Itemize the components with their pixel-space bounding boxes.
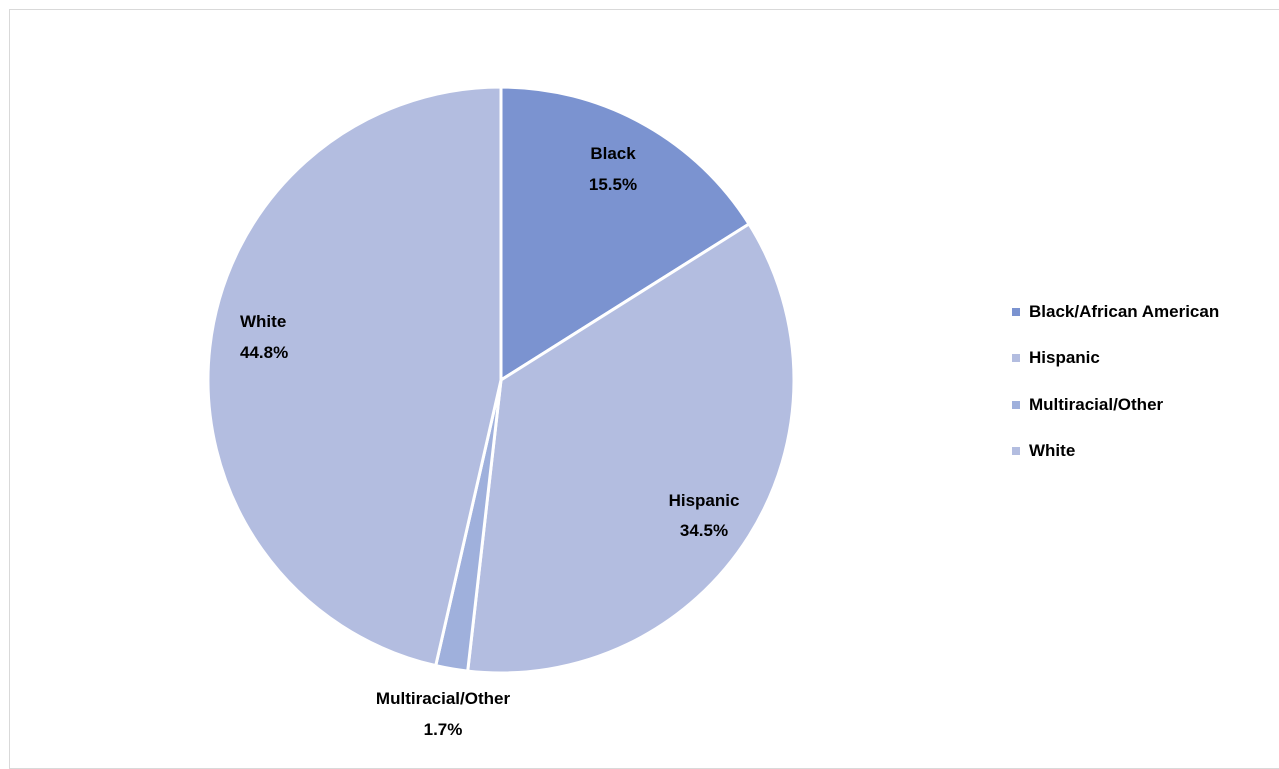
- legend-item-black-african-american: Black/African American: [1012, 300, 1219, 323]
- pie-slices: [206, 85, 796, 675]
- slice-label-hispanic-value: 34.5%: [680, 521, 728, 540]
- legend-item-hispanic: Hispanic: [1012, 347, 1219, 370]
- legend-item-white: White: [1012, 440, 1219, 463]
- slice-black-african-american: [499, 85, 751, 382]
- legend-label: Hispanic: [1029, 348, 1100, 367]
- slice-hispanic: [466, 222, 796, 675]
- legend-swatch: [1012, 400, 1020, 409]
- pie-chart: Black 15.5% Hispanic 34.5% Multiracial/O…: [206, 85, 796, 739]
- slice-white: [206, 85, 503, 668]
- legend-swatch: [1012, 447, 1020, 455]
- legend-label: White: [1029, 441, 1076, 460]
- slice-label-white-value: 44.8%: [240, 343, 288, 362]
- legend-swatch: [1012, 307, 1020, 316]
- slice-label-multiracial-value: 1.7%: [424, 720, 463, 739]
- slice-label-hispanic-name: Hispanic: [669, 491, 740, 510]
- legend-item-multiracial-other: Multiracial/Other: [1012, 393, 1219, 416]
- slice-label-black-name: Black: [590, 144, 636, 163]
- slice-label-multiracial-name: Multiracial/Other: [376, 689, 511, 708]
- slice-label-white-name: White: [240, 312, 286, 331]
- legend-swatch: [1012, 354, 1020, 362]
- chart-legend: Black/African American Hispanic Multirac…: [1012, 300, 1219, 486]
- legend-label: Multiracial/Other: [1029, 394, 1164, 414]
- legend-label: Black/African American: [1029, 301, 1220, 321]
- slice-label-black-value: 15.5%: [589, 175, 637, 194]
